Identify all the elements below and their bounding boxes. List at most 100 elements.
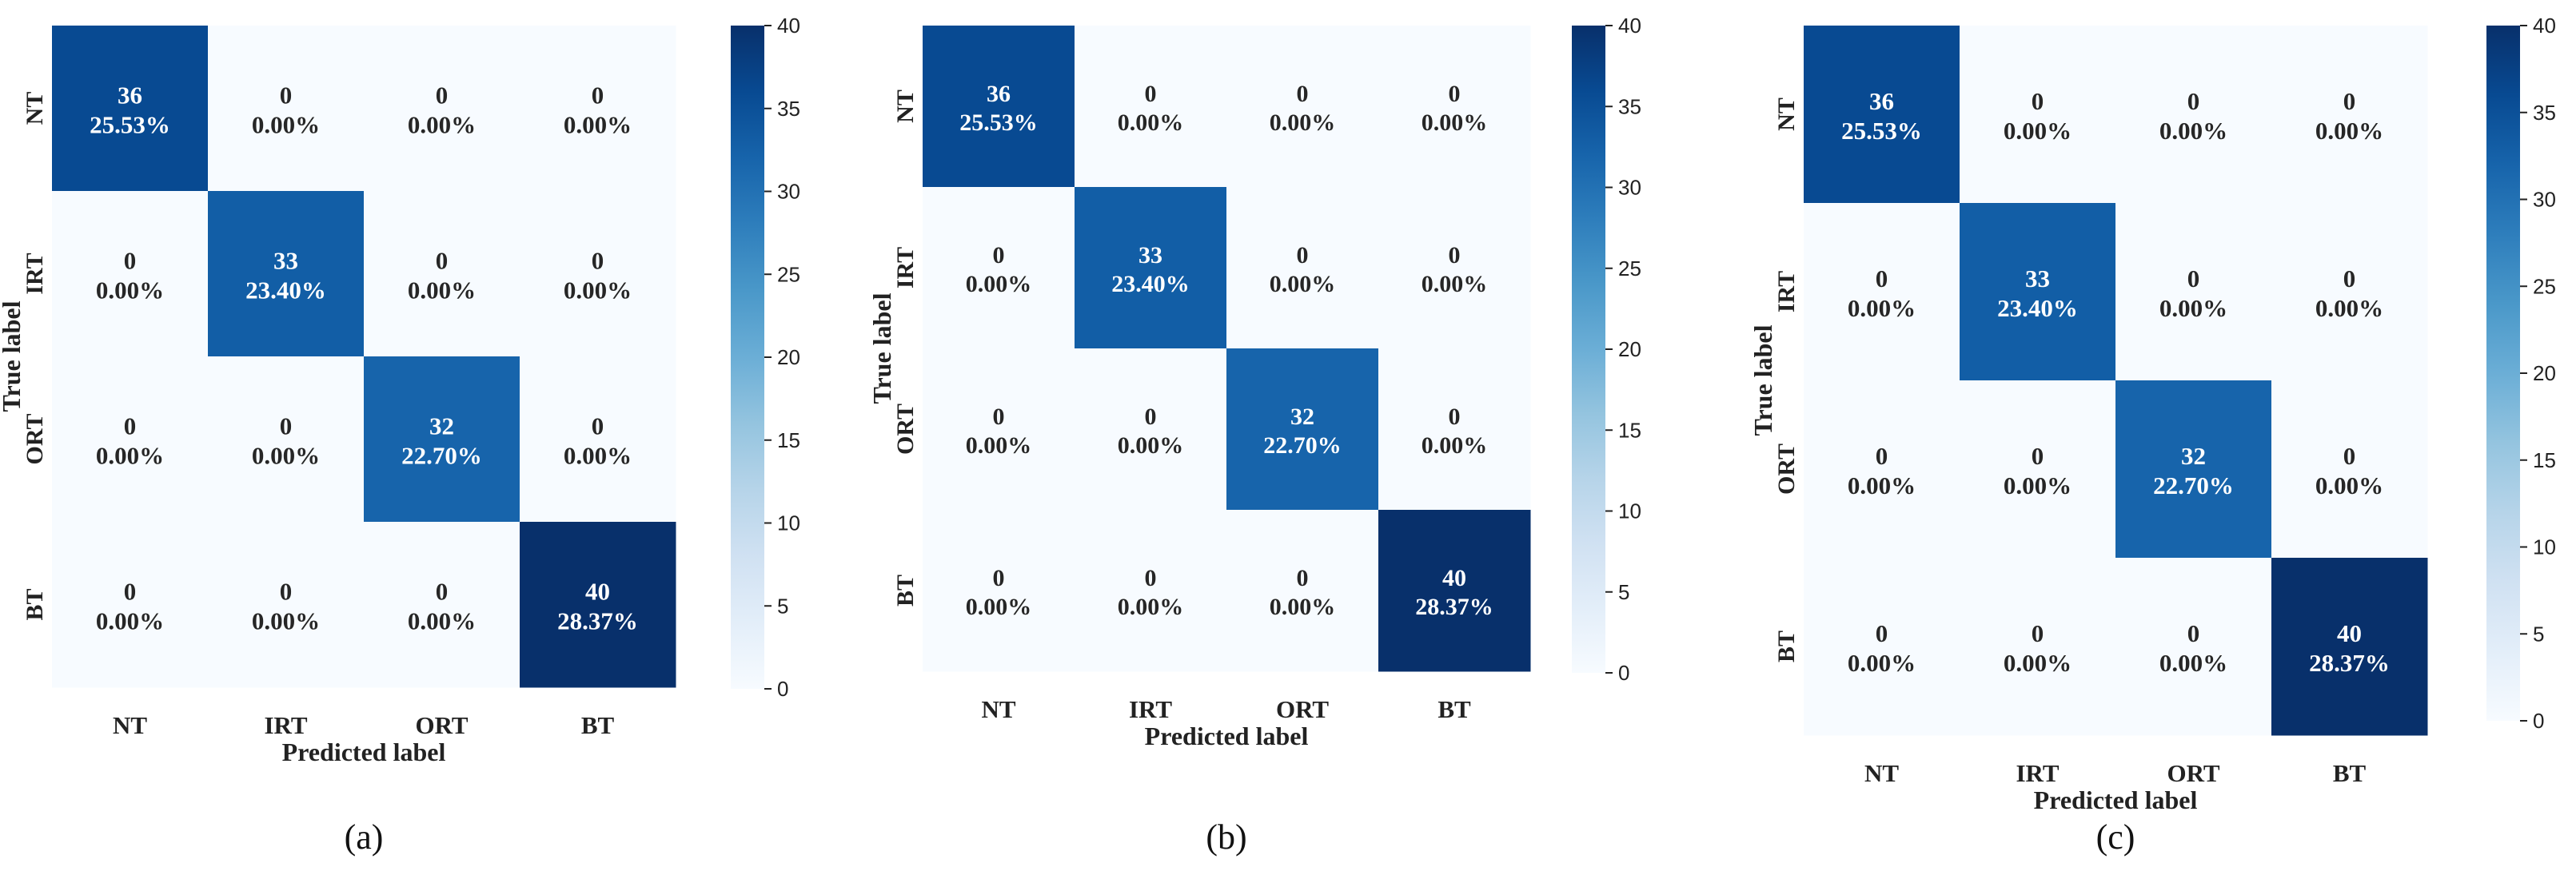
cell-percent: 0.00%	[1118, 109, 1184, 136]
matrix-cell: 00.00%	[364, 191, 520, 357]
matrix-cell: 00.00%	[520, 191, 676, 357]
matrix-cell-fill	[52, 522, 209, 688]
cell-count: 0	[2032, 442, 2044, 470]
cell-percent: 28.37%	[2309, 649, 2390, 677]
matrix-cell: 00.00%	[1075, 348, 1227, 511]
cell-percent: 0.00%	[966, 271, 1032, 297]
cell-count: 0	[1876, 442, 1888, 470]
y-axis-title: True label	[1749, 324, 1777, 436]
matrix-cell-fill	[2115, 558, 2272, 736]
cell-percent: 0.00%	[2315, 117, 2383, 145]
cell-percent: 23.40%	[245, 276, 326, 304]
colorbar-tick-label: 5	[1618, 580, 1629, 604]
cell-count: 0	[436, 578, 449, 606]
cell-count: 32	[2181, 442, 2206, 470]
matrix-cell: 00.00%	[52, 191, 209, 357]
cell-percent: 0.00%	[252, 442, 320, 470]
cell-count: 32	[1290, 404, 1314, 430]
cell-count: 0	[592, 82, 604, 109]
cell-percent: 23.40%	[1997, 294, 2078, 322]
colorbar-tick-label: 35	[777, 97, 800, 121]
matrix-cell-fill	[1804, 558, 1960, 736]
matrix-cell: 00.00%	[1226, 187, 1379, 349]
matrix-cell-fill	[1075, 510, 1227, 672]
colorbar-tick-label: 30	[777, 180, 800, 204]
colorbar-tick-label: 40	[1618, 14, 1641, 38]
cell-percent: 0.00%	[1848, 649, 1916, 677]
x-tick-label: IRT	[264, 711, 307, 739]
matrix-cell-fill	[1378, 26, 1531, 188]
matrix-cell-fill	[52, 191, 209, 357]
colorbar-tick-label: 15	[2533, 448, 2556, 472]
cell-count: 0	[1297, 565, 1309, 591]
matrix-cell-fill	[1075, 348, 1227, 511]
colorbar-tick-label: 35	[1618, 94, 1641, 118]
matrix-cell: 00.00%	[1226, 26, 1379, 188]
panel-label: (a)	[345, 817, 384, 857]
cell-percent: 0.00%	[408, 111, 476, 139]
cell-percent: 0.00%	[564, 111, 632, 139]
y-axis-title: True label	[0, 300, 26, 412]
matrix-cell-fill	[1804, 26, 1960, 204]
confusion-matrix-panel-c: 3625.53%00.00%00.00%00.00%00.00%3323.40%…	[1749, 14, 2556, 857]
cell-percent: 23.40%	[1111, 271, 1190, 297]
cell-count: 0	[280, 412, 293, 440]
colorbar-tick-label: 30	[2533, 188, 2556, 212]
cell-count: 0	[2187, 619, 2200, 647]
matrix-cell: 00.00%	[364, 522, 520, 688]
y-tick-label: IRT	[1773, 271, 1800, 312]
matrix-cell-fill	[2271, 203, 2428, 381]
cell-count: 0	[2343, 442, 2356, 470]
cell-count: 0	[592, 412, 604, 440]
matrix-cell: 00.00%	[208, 356, 365, 523]
confusion-matrix-panel-a: 3625.53%00.00%00.00%00.00%00.00%3323.40%…	[0, 14, 800, 857]
y-tick-label: IRT	[22, 253, 48, 294]
cell-percent: 0.00%	[1848, 471, 1916, 499]
cell-count: 0	[1145, 404, 1157, 430]
matrix-cell: 00.00%	[1960, 380, 2116, 559]
x-tick-label: IRT	[2016, 759, 2059, 787]
colorbar-tick-label: 35	[2533, 101, 2556, 125]
matrix-cell-fill	[1378, 187, 1531, 349]
colorbar-tick-label: 20	[1618, 337, 1641, 361]
cell-percent: 0.00%	[2004, 471, 2072, 499]
x-tick-label: BT	[1438, 695, 1471, 723]
confusion-matrix-panel-b: 3625.53%00.00%00.00%00.00%00.00%3323.40%…	[867, 14, 1641, 857]
cell-percent: 22.70%	[2153, 471, 2234, 499]
matrix-cell: 00.00%	[2271, 380, 2428, 559]
matrix-cell: 00.00%	[208, 26, 365, 192]
cell-count: 40	[585, 578, 610, 606]
cell-count: 36	[1869, 87, 1894, 115]
cell-percent: 0.00%	[1270, 271, 1336, 297]
matrix-cell-fill	[1960, 558, 2116, 736]
matrix-cell-fill	[2271, 380, 2428, 559]
cell-count: 0	[2343, 265, 2356, 292]
matrix-cell-fill	[923, 187, 1075, 349]
matrix-cell-fill	[1960, 380, 2116, 559]
matrix-cell-fill	[923, 510, 1075, 672]
cell-count: 0	[1297, 81, 1309, 107]
cell-count: 0	[592, 247, 604, 275]
x-tick-label: IRT	[1129, 695, 1172, 723]
y-tick-label: IRT	[892, 247, 919, 288]
cell-percent: 0.00%	[966, 432, 1032, 459]
colorbar-tick-label: 40	[2533, 14, 2556, 38]
cell-count: 33	[273, 247, 298, 275]
cell-count: 40	[1442, 565, 1466, 591]
y-tick-label: BT	[22, 588, 48, 620]
cell-count: 0	[124, 247, 137, 275]
cell-percent: 0.00%	[2315, 294, 2383, 322]
matrix-cell: 00.00%	[1804, 380, 1960, 559]
cell-percent: 0.00%	[2004, 117, 2072, 145]
colorbar-tick-label: 25	[777, 262, 800, 286]
cell-count: 0	[1876, 265, 1888, 292]
cell-percent: 25.53%	[1841, 117, 1922, 145]
cell-percent: 0.00%	[966, 594, 1032, 620]
y-tick-label: NT	[1773, 97, 1800, 131]
matrix-cell-fill	[1960, 203, 2116, 381]
